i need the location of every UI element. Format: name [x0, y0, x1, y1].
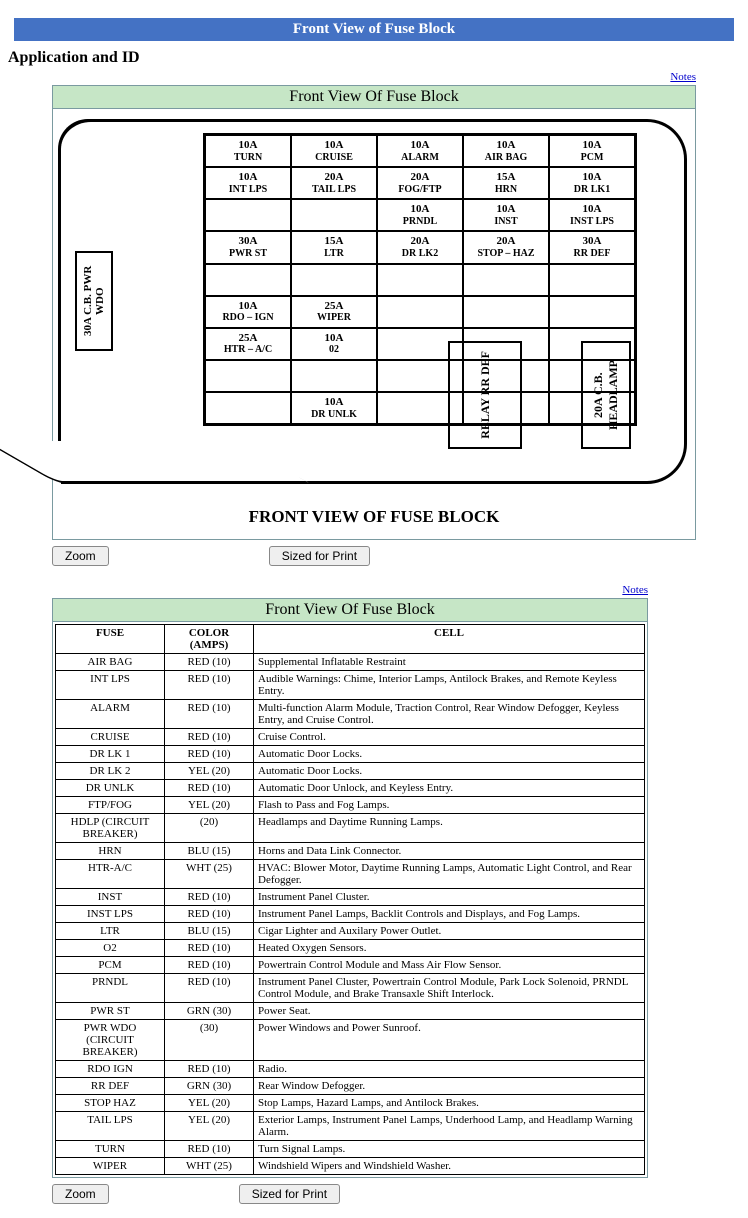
table-row: PRNDLRED (10)Instrument Panel Cluster, P… [56, 974, 645, 1003]
fuse-pwr-wdo: 30A C.B. PWR WDO [75, 251, 113, 351]
table-row: PCMRED (10)Powertrain Control Module and… [56, 957, 645, 974]
page-header: Front View of Fuse Block [14, 18, 734, 41]
table-row: LTRBLU (15)Cigar Lighter and Auxilary Po… [56, 923, 645, 940]
diagram-panel: Front View Of Fuse Block 30A C.B. PWR WD… [52, 85, 696, 540]
table-row: ALARMRED (10)Multi-function Alarm Module… [56, 700, 645, 729]
table-row: HTR-A/CWHT (25)HVAC: Blower Motor, Dayti… [56, 860, 645, 889]
fuse-cell-empty [463, 264, 549, 296]
fuse-cell: 10AINT LPS [205, 167, 291, 199]
table-row: INT LPSRED (10)Audible Warnings: Chime, … [56, 671, 645, 700]
fuse-cell: 10APCM [549, 135, 635, 167]
zoom-button-1[interactable]: Zoom [52, 546, 109, 566]
fuse-cell: 30APWR ST [205, 231, 291, 263]
column-header: FUSE [56, 625, 165, 654]
table-row: TAIL LPSYEL (20)Exterior Lamps, Instrume… [56, 1112, 645, 1141]
fuse-cell: 10A02 [291, 328, 377, 360]
table-panel: Front View Of Fuse Block FUSECOLOR (AMPS… [52, 598, 648, 1178]
fuse-cell: 10ARDO – IGN [205, 296, 291, 328]
table-row: INSTRED (10)Instrument Panel Cluster. [56, 889, 645, 906]
zoom-button-2[interactable]: Zoom [52, 1184, 109, 1204]
headlamp-breaker: 20A C.B. HEADLAMP [581, 341, 631, 449]
diagram-caption: FRONT VIEW OF FUSE BLOCK [53, 507, 695, 527]
table-row: HRNBLU (15)Horns and Data Link Connector… [56, 843, 645, 860]
fuse-cell: 25AHTR – A/C [205, 328, 291, 360]
notes-link-1[interactable]: Notes [0, 71, 696, 83]
fuse-cell-empty [205, 264, 291, 296]
fuse-cell: 20ADR LK2 [377, 231, 463, 263]
fuse-cell: 20AFOG/FTP [377, 167, 463, 199]
fuse-cell: 10AALARM [377, 135, 463, 167]
table-row: PWR STGRN (30)Power Seat. [56, 1003, 645, 1020]
fuse-cell-empty [291, 264, 377, 296]
fuse-cell: 10AINST LPS [549, 199, 635, 231]
fuse-cell-empty [549, 264, 635, 296]
table-row: STOP HAZYEL (20)Stop Lamps, Hazard Lamps… [56, 1095, 645, 1112]
table-panel-title: Front View Of Fuse Block [53, 599, 647, 622]
fuse-cell: 20ASTOP – HAZ [463, 231, 549, 263]
fuse-cell-empty [205, 360, 291, 392]
fuse-cell: 10AAIR BAG [463, 135, 549, 167]
page-subtitle: Application and ID [8, 49, 748, 67]
table-row: PWR WDO (CIRCUIT BREAKER)(30)Power Windo… [56, 1020, 645, 1061]
fuse-cell: 10APRNDL [377, 199, 463, 231]
fuse-cell-empty [377, 264, 463, 296]
table-row: DR LK 1RED (10)Automatic Door Locks. [56, 746, 645, 763]
fuse-cell: 15AHRN [463, 167, 549, 199]
table-row: TURNRED (10)Turn Signal Lamps. [56, 1141, 645, 1158]
table-row: RR DEFGRN (30)Rear Window Defogger. [56, 1078, 645, 1095]
fuse-cell: 10ADR UNLK [291, 392, 377, 424]
fuse-table: FUSECOLOR (AMPS)CELL AIR BAGRED (10)Supp… [55, 624, 645, 1175]
relay-rr-def: RELAY RR DEF [448, 341, 522, 449]
fuse-cell-empty [205, 392, 291, 424]
column-header: CELL [254, 625, 645, 654]
table-row: INST LPSRED (10)Instrument Panel Lamps, … [56, 906, 645, 923]
table-row: DR UNLKRED (10)Automatic Door Unlock, an… [56, 780, 645, 797]
table-row: RDO IGNRED (10)Radio. [56, 1061, 645, 1078]
fuse-cell-empty [291, 199, 377, 231]
fuse-cell-empty [377, 296, 463, 328]
fuse-cell-empty [549, 296, 635, 328]
fuse-cell-empty [291, 360, 377, 392]
print-button-2[interactable]: Sized for Print [239, 1184, 340, 1204]
fuse-cell: 15ALTR [291, 231, 377, 263]
table-row: CRUISERED (10)Cruise Control. [56, 729, 645, 746]
notes-link-2[interactable]: Notes [0, 584, 648, 596]
table-row: HDLP (CIRCUIT BREAKER)(20)Headlamps and … [56, 814, 645, 843]
fuse-cell-empty [463, 296, 549, 328]
fuse-cell: 10AINST [463, 199, 549, 231]
table-row: FTP/FOGYEL (20)Flash to Pass and Fog Lam… [56, 797, 645, 814]
table-row: O2RED (10)Heated Oxygen Sensors. [56, 940, 645, 957]
column-header: COLOR (AMPS) [165, 625, 254, 654]
fuse-block-diagram: 30A C.B. PWR WDO 10ATURN10ACRUISE10AALAR… [53, 109, 695, 539]
diagram-panel-title: Front View Of Fuse Block [53, 86, 695, 109]
fuse-cell-empty [205, 199, 291, 231]
fuse-cell: 10ADR LK1 [549, 167, 635, 199]
fuse-cell: 10ACRUISE [291, 135, 377, 167]
table-row: WIPERWHT (25)Windshield Wipers and Winds… [56, 1158, 645, 1175]
table-row: DR LK 2YEL (20)Automatic Door Locks. [56, 763, 645, 780]
fuse-cell: 25AWIPER [291, 296, 377, 328]
table-row: AIR BAGRED (10)Supplemental Inflatable R… [56, 654, 645, 671]
fuse-cell: 20ATAIL LPS [291, 167, 377, 199]
fuse-cell: 30ARR DEF [549, 231, 635, 263]
fuse-cell: 10ATURN [205, 135, 291, 167]
print-button-1[interactable]: Sized for Print [269, 546, 370, 566]
